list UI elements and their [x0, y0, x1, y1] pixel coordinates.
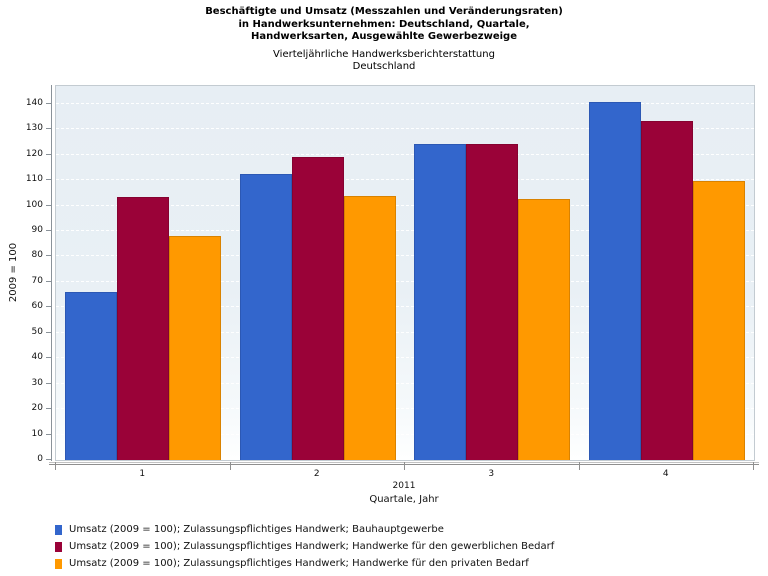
bar	[466, 144, 519, 460]
legend-item: Umsatz (2009 = 100); Zulassungspflichtig…	[55, 538, 554, 555]
gridline	[56, 331, 754, 333]
bar	[291, 156, 344, 460]
chart-subtitle-line: Deutschland	[352, 61, 416, 72]
y-axis-tick-label: 30	[31, 377, 43, 388]
y-axis-tick-label: 140	[25, 97, 43, 108]
gridline	[56, 153, 754, 155]
bar	[65, 292, 118, 460]
legend-label: Umsatz (2009 = 100); Zulassungspflichtig…	[69, 558, 529, 569]
legend-marker	[55, 524, 62, 535]
bar	[117, 196, 170, 460]
gridline	[56, 102, 754, 104]
y-axis-tick-label: 110	[25, 174, 43, 185]
legend-marker	[55, 558, 62, 569]
gridline	[56, 433, 754, 435]
bar-groups	[56, 86, 754, 460]
chart-title-line: Handwerksarten, Ausgewählte Gewerbezweig…	[250, 31, 517, 42]
x-axis-category-label: 4	[662, 469, 669, 479]
x-axis-category-label: 2	[313, 469, 320, 479]
gridline	[56, 280, 754, 282]
y-axis-tick	[46, 408, 51, 410]
y-axis-tick	[46, 459, 51, 460]
bar	[169, 236, 222, 460]
y-axis-tick-label: 60	[31, 301, 43, 312]
gridline	[56, 179, 754, 181]
y-axis-tick	[46, 153, 51, 155]
legend-marker	[55, 541, 62, 552]
y-axis-tick	[46, 280, 51, 282]
y-axis-tick	[46, 357, 51, 359]
legend: Umsatz (2009 = 100); Zulassungspflichtig…	[55, 521, 554, 572]
y-axis-tick	[46, 204, 51, 206]
plot-area	[55, 85, 755, 461]
x-axis-category-labels: 1 2 3 4	[55, 469, 753, 479]
y-axis-tick-label: 80	[31, 250, 43, 261]
x-axis-category-label: 1	[139, 469, 146, 479]
chart-title-line: Beschäftigte und Umsatz (Messzahlen und …	[205, 6, 563, 17]
y-axis-tick-label: 10	[31, 428, 43, 439]
y-axis-tick	[46, 102, 51, 104]
gridline	[56, 306, 754, 308]
gridline	[56, 128, 754, 130]
x-axis-category-label: 3	[488, 469, 495, 479]
y-axis-tick	[46, 128, 51, 130]
x-axis-tick	[55, 462, 56, 470]
y-axis-tick-label: 50	[31, 326, 43, 337]
chart-subtitle: Vierteljährliche Handwerksberichterstatt…	[0, 49, 768, 74]
y-axis-tick	[46, 382, 51, 384]
x-axis-tick	[404, 462, 405, 470]
gridline	[56, 204, 754, 206]
x-axis-title: Quartale, Jahr	[369, 494, 439, 505]
y-axis-tick-label: 130	[25, 123, 43, 134]
y-axis-tick-label: 100	[25, 199, 43, 210]
bar	[640, 121, 693, 460]
y-axis-tick	[46, 306, 51, 308]
gridline	[56, 255, 754, 257]
bar	[239, 174, 292, 460]
y-axis-tick-label: 70	[31, 275, 43, 286]
x-axis-tick	[229, 462, 231, 470]
bar-group	[405, 86, 580, 460]
legend-item: Umsatz (2009 = 100); Zulassungspflichtig…	[55, 521, 554, 538]
bar	[343, 195, 396, 460]
y-axis-tick	[46, 331, 51, 333]
y-axis-tick	[46, 230, 51, 232]
chart-header: Beschäftigte und Umsatz (Messzahlen und …	[0, 6, 768, 74]
gridline	[56, 357, 754, 359]
bar	[692, 180, 745, 460]
legend-label: Umsatz (2009 = 100); Zulassungspflichtig…	[69, 541, 555, 552]
bar	[588, 102, 641, 460]
y-axis-tick-label: 0	[37, 454, 43, 464]
legend-item: Umsatz (2009 = 100); Zulassungspflichtig…	[55, 555, 554, 572]
x-axis-year-label: 2011	[392, 481, 416, 491]
x-axis-tick	[578, 462, 580, 470]
chart-title-line: in Handwerksunternehmen: Deutschland, Qu…	[238, 18, 530, 30]
bar	[518, 199, 571, 460]
gridline	[56, 382, 754, 384]
y-axis-tick	[46, 179, 51, 181]
bar	[414, 143, 467, 460]
y-axis-tick	[46, 433, 51, 435]
bar-group	[580, 86, 755, 460]
legend-label: Umsatz (2009 = 100); Zulassungspflichtig…	[69, 524, 444, 535]
gridline	[56, 230, 754, 232]
y-axis-tick-label: 20	[31, 403, 43, 414]
y-axis-tick-label: 120	[25, 148, 43, 159]
chart-subtitle-line: Vierteljährliche Handwerksberichterstatt…	[273, 48, 495, 60]
y-axis-tick-label: 40	[31, 352, 43, 363]
y-axis-tick-label: 90	[31, 225, 43, 236]
y-axis-line	[51, 85, 52, 461]
x-axis-tick	[753, 462, 754, 470]
bar-group	[56, 86, 231, 460]
bar-group	[231, 86, 406, 460]
y-axis-tick	[46, 255, 51, 257]
gridline	[56, 408, 754, 410]
